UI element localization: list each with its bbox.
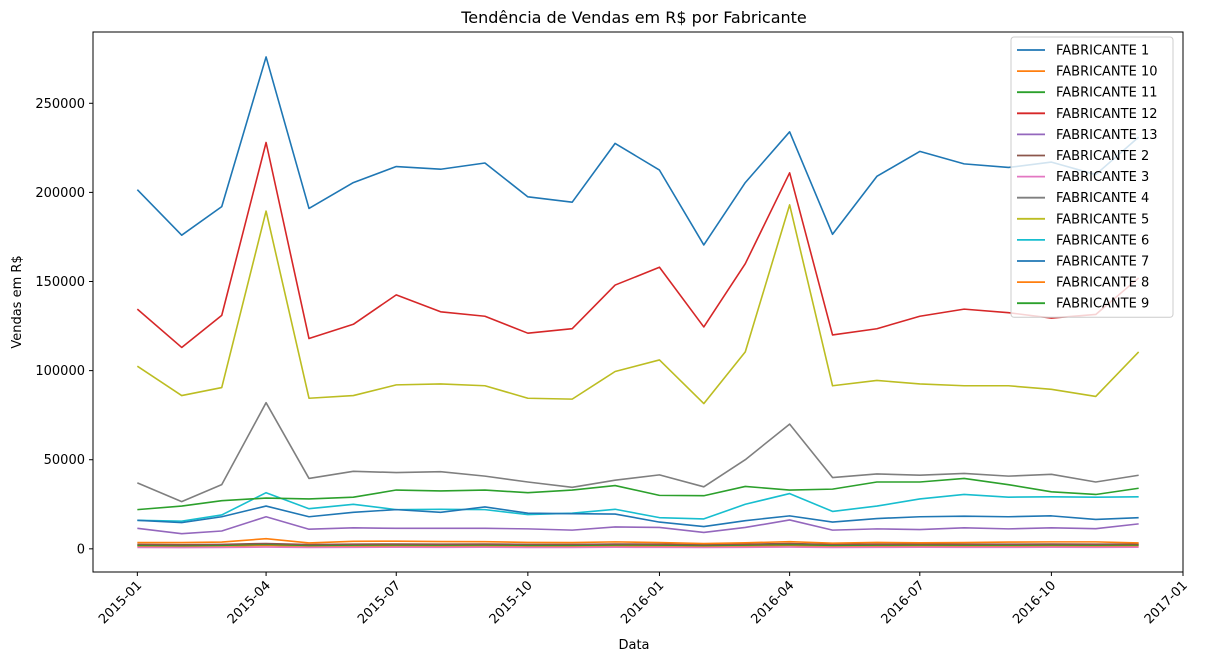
y-axis: 0 50000 100000 150000 200000 250000 bbox=[35, 97, 93, 557]
series-line-12 bbox=[137, 537, 1139, 545]
legend-entry: FABRICANTE 4 bbox=[1056, 191, 1149, 206]
series-line-13 bbox=[137, 477, 1139, 511]
series-line-9 bbox=[136, 204, 1140, 405]
x-tick-label: 2016-10 bbox=[1010, 578, 1059, 627]
legend-entry: FABRICANTE 6 bbox=[1056, 233, 1149, 248]
legend-entry: FABRICANTE 9 bbox=[1056, 297, 1149, 312]
series-line-10 bbox=[137, 491, 1139, 523]
x-tick-label: 2017-01 bbox=[1142, 578, 1191, 627]
series-line-8 bbox=[137, 401, 1139, 503]
legend-entry: FABRICANTE 7 bbox=[1056, 255, 1149, 270]
legend-entry: FABRICANTE 5 bbox=[1056, 212, 1149, 227]
x-axis-label: Data bbox=[618, 638, 649, 653]
y-tick-label: 250000 bbox=[35, 97, 85, 112]
legend-entry: FABRICANTE 3 bbox=[1056, 170, 1149, 185]
x-tick-label: 2016-07 bbox=[879, 578, 928, 627]
y-tick-label: 0 bbox=[77, 542, 85, 557]
chart-title: Tendência de Vendas em R$ por Fabricante bbox=[460, 8, 807, 27]
series-line-4 bbox=[136, 141, 1140, 349]
y-tick-label: 150000 bbox=[35, 275, 85, 290]
legend-entry: FABRICANTE 10 bbox=[1056, 65, 1158, 80]
plot-frame bbox=[92, 31, 1184, 573]
x-tick-label: 2015-04 bbox=[225, 578, 274, 627]
legend: FABRICANTE 1 FABRICANTE 10 FABRICANTE 11 FA… bbox=[1010, 36, 1174, 318]
legend-entry: FABRICANTE 11 bbox=[1056, 86, 1158, 101]
series-line-3 bbox=[137, 543, 1139, 547]
x-tick-label: 2016-04 bbox=[748, 578, 797, 627]
y-tick-label: 200000 bbox=[35, 186, 85, 201]
y-axis-label: Vendas em R$ bbox=[10, 255, 25, 348]
legend-entry: FABRICANTE 12 bbox=[1056, 107, 1158, 122]
x-axis: 2015-01 2015-04 2015-07 2015-10 2016-01 2016-… bbox=[96, 572, 1191, 627]
legend-entry: FABRICANTE 2 bbox=[1056, 149, 1149, 164]
series-line-1 bbox=[136, 56, 1140, 246]
series-line-7 bbox=[137, 546, 1139, 549]
y-tick-label: 100000 bbox=[35, 364, 85, 379]
plot-area bbox=[136, 56, 1140, 549]
x-tick-label: 2015-01 bbox=[96, 578, 145, 627]
x-tick-label: 2016-01 bbox=[618, 578, 667, 627]
legend-entry: FABRICANTE 1 bbox=[1056, 44, 1149, 59]
x-tick-label: 2015-07 bbox=[355, 578, 404, 627]
y-tick-label: 50000 bbox=[44, 453, 85, 468]
legend-entry: FABRICANTE 13 bbox=[1056, 128, 1158, 143]
x-tick-label: 2015-10 bbox=[487, 578, 536, 627]
series-line-11 bbox=[137, 505, 1139, 528]
series-line-5 bbox=[137, 515, 1139, 535]
legend-box bbox=[1010, 36, 1174, 318]
series-line-6 bbox=[137, 542, 1139, 546]
legend-entry: FABRICANTE 8 bbox=[1056, 276, 1149, 291]
